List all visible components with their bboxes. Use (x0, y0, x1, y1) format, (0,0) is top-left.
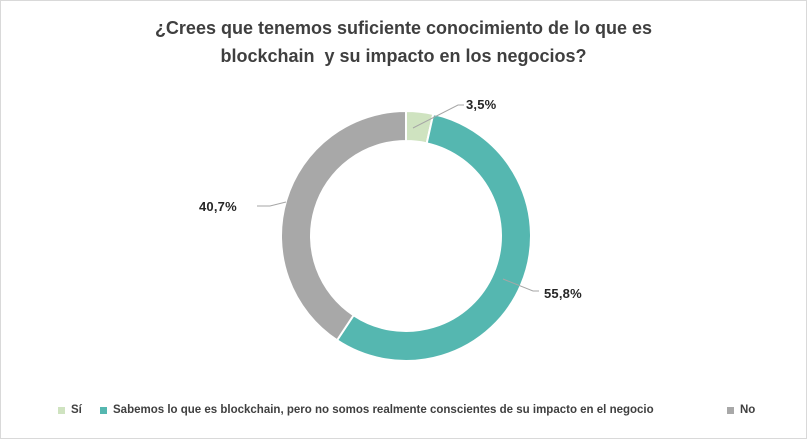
donut-slices (280, 109, 532, 362)
chart-title-line-2: blockchain y su impacto en los negocios? (220, 46, 587, 66)
data-label-sabemos: 55,8% (544, 286, 582, 301)
data-label-no: 40,7% (199, 199, 237, 214)
donut-slice-1 (335, 112, 532, 362)
legend-swatch-si (58, 406, 65, 414)
legend-label-no: No (740, 404, 756, 416)
donut-slice-2 (280, 109, 407, 342)
legend-item-sabemos: Sabemos lo que es blockchain, pero no so… (100, 403, 654, 417)
leader-lines (257, 104, 539, 292)
legend-swatch-no (727, 406, 734, 414)
legend-item-no: No (727, 403, 755, 417)
legend-swatch-sabemos (100, 406, 107, 414)
leader-line-si (412, 104, 464, 129)
leader-line-sabemos (502, 278, 539, 292)
legend-item-si: Sí (58, 403, 82, 417)
chart-title: ¿Crees que tenemos suficiente conocimien… (0, 14, 807, 70)
data-label-si: 3,5% (466, 97, 497, 112)
legend-label-si: Sí (71, 404, 82, 416)
leader-line-no (257, 201, 287, 207)
chart-title-line-1: ¿Crees que tenemos suficiente conocimien… (154, 18, 653, 38)
legend-label-sabemos: Sabemos lo que es blockchain, pero no so… (113, 404, 654, 416)
